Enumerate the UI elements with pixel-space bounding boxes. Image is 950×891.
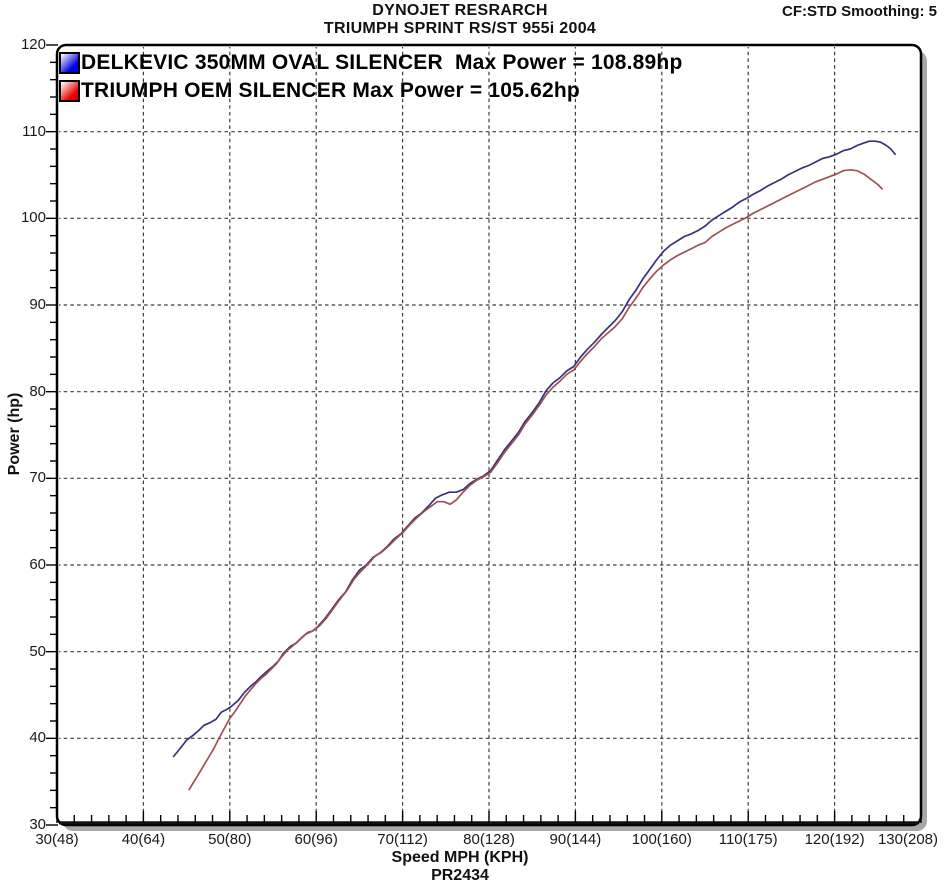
y-tick-label: 30	[29, 816, 46, 833]
correction-smoothing-label: CF:STD Smoothing: 5	[782, 3, 937, 20]
y-tick-label: 60	[29, 556, 46, 573]
chart-title-line1: DYNOJET RESRARCH	[372, 2, 548, 19]
x-tick-label: 90(144)	[549, 831, 602, 848]
legend-item-oem: TRIUMPH OEM SILENCER Max Power = 105.62h…	[59, 77, 682, 105]
y-tick-label: 120	[20, 36, 46, 53]
y-tick-label: 90	[29, 296, 46, 313]
x-tick-label: 120(192)	[804, 831, 865, 848]
legend-item-delkevic: DELKEVIC 350MM OVAL SILENCER Max Power =…	[59, 49, 682, 77]
run-id: PR2434	[431, 867, 489, 884]
legend-label-delkevic: DELKEVIC 350MM OVAL SILENCER Max Power =…	[81, 51, 683, 74]
x-axis-title: Speed MPH (KPH)	[391, 849, 529, 866]
chart-title-line2: TRIUMPH SPRINT RS/ST 955i 2004	[323, 20, 597, 37]
x-tick-label: 80(128)	[463, 831, 515, 848]
y-axis-title: Power (hp)	[6, 392, 23, 476]
x-tick-label: 60(96)	[294, 831, 338, 848]
legend-swatch-delkevic-icon	[59, 52, 80, 74]
x-tick-label: 110(175)	[718, 831, 778, 848]
x-tick-label: 100(160)	[631, 831, 692, 848]
y-tick-label: 100	[20, 209, 46, 227]
x-tick-label: 70(112)	[377, 831, 428, 848]
legend-swatch-oem-icon	[59, 80, 80, 102]
plot-inner	[59, 47, 919, 823]
x-tick-label: 130(208)	[877, 831, 939, 848]
legend: DELKEVIC 350MM OVAL SILENCER Max Power =…	[59, 49, 682, 105]
x-tick-label: 40(64)	[121, 831, 166, 848]
x-tick-label: 50(80)	[208, 831, 252, 848]
curve-oem	[188, 168, 883, 791]
x-tick-label: 30(48)	[35, 831, 79, 848]
title-block: DYNOJET RESRARCH TRIUMPH SPRINT RS/ST 95…	[0, 2, 920, 38]
y-tick-label: 80	[29, 382, 46, 400]
y-tick-label: 70	[29, 469, 46, 487]
y-tick-label: 40	[29, 729, 46, 747]
y-tick-label: 50	[29, 642, 46, 660]
y-tick-label: 110	[22, 122, 46, 140]
legend-label-oem: TRIUMPH OEM SILENCER Max Power = 105.62h…	[81, 79, 580, 102]
